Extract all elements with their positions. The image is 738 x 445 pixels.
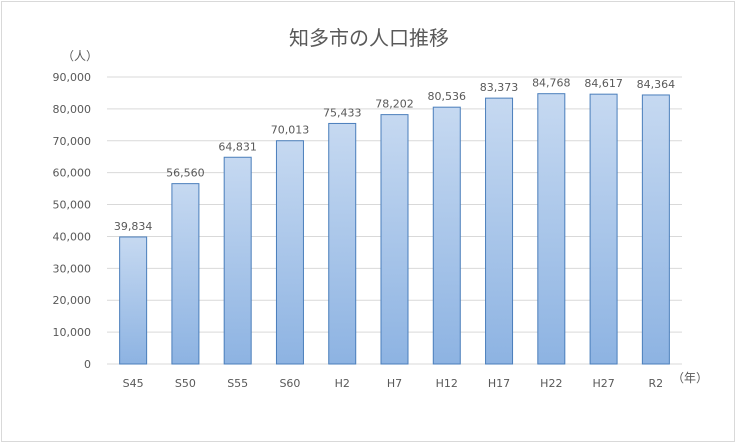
value-label: 75,433 <box>323 106 362 119</box>
x-axis-unit-label: （年） <box>672 371 708 385</box>
y-tick-label: 30,000 <box>53 262 92 275</box>
bar-h17 <box>485 97 514 365</box>
x-tick-label: H22 <box>540 377 562 390</box>
y-tick-labels: 0 10,000 20,000 30,000 40,000 50,000 60,000 70,… <box>53 71 92 371</box>
bar-h22 <box>537 93 566 365</box>
chart-title: 知多市の人口推移 <box>289 26 449 50</box>
y-tick-label: 70,000 <box>53 135 92 148</box>
value-label: 83,373 <box>480 81 519 94</box>
x-tick-label: S60 <box>279 377 300 390</box>
y-tick-label: 20,000 <box>53 294 92 307</box>
value-labels: 39,834 56,560 64,831 70,013 75,433 78,202 80,5… <box>114 77 675 233</box>
y-axis-unit-label: （人） <box>62 49 98 63</box>
x-tick-label: S55 <box>227 377 248 390</box>
value-label: 39,834 <box>114 220 153 233</box>
value-label: 84,364 <box>637 78 676 91</box>
value-label: 56,560 <box>166 167 205 180</box>
bar-r2 <box>641 94 670 365</box>
y-tick-label: 60,000 <box>53 167 92 180</box>
x-tick-label: H2 <box>335 377 350 390</box>
y-tick-label: 90,000 <box>53 71 92 84</box>
y-tick-label: 80,000 <box>53 103 92 116</box>
bar-h27 <box>589 93 618 365</box>
x-tick-label: R2 <box>649 377 664 390</box>
x-tick-labels: S45 S50 S55 S60 H2 H7 H12 H17 H22 H27 R2 <box>123 377 664 390</box>
x-tick-label: H27 <box>592 377 614 390</box>
x-tick-label: H7 <box>387 377 402 390</box>
x-tick-label: H12 <box>436 377 458 390</box>
bar-s55 <box>223 156 252 365</box>
bar-s60 <box>275 140 304 365</box>
y-tick-label: 50,000 <box>53 199 92 212</box>
x-tick-label: S50 <box>175 377 196 390</box>
bar-h2 <box>328 122 357 365</box>
value-label: 78,202 <box>375 98 414 111</box>
value-label: 64,831 <box>218 140 257 153</box>
y-tick-label: 0 <box>84 358 91 371</box>
bar-h12 <box>432 106 461 365</box>
value-label: 84,768 <box>532 77 571 90</box>
value-label: 70,013 <box>271 124 310 137</box>
bar-s45 <box>119 236 148 365</box>
x-tick-label: S45 <box>123 377 144 390</box>
x-tick-label: H17 <box>488 377 510 390</box>
y-tick-label: 40,000 <box>53 230 92 243</box>
bar-s50 <box>171 183 200 365</box>
y-tick-label: 10,000 <box>53 326 92 339</box>
value-label: 80,536 <box>428 90 467 103</box>
bar-h7 <box>380 114 409 365</box>
bar-layer <box>119 93 670 365</box>
value-label: 84,617 <box>584 77 623 90</box>
grid-layer <box>107 76 682 365</box>
